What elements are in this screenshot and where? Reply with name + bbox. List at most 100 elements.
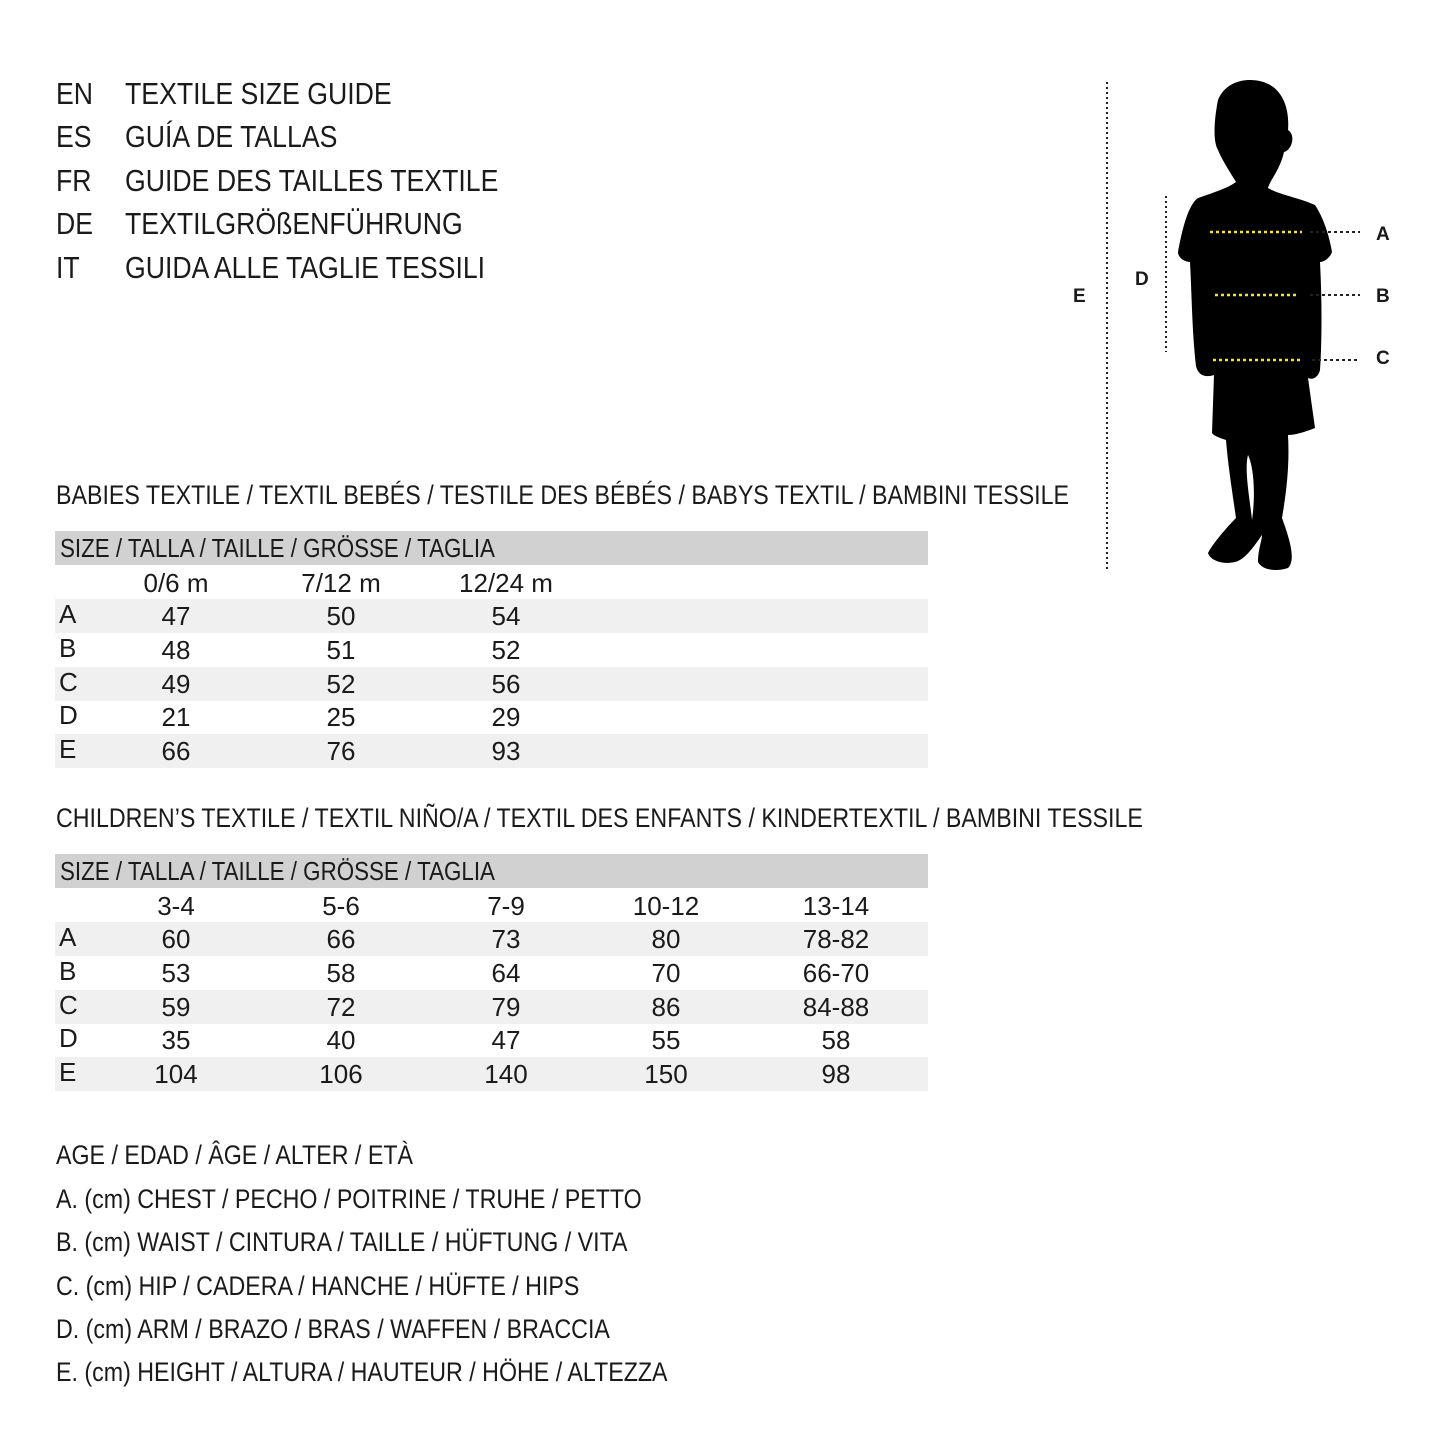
lang-code-es: ES — [56, 119, 92, 154]
table-cell: 50 — [326, 601, 356, 631]
legend-age: AGE / EDAD / ÂGE / ALTER / ETÀ — [56, 1140, 414, 1170]
table-cell: 40 — [326, 1025, 356, 1056]
table-row: D 35 40 47 55 58 — [55, 1023, 928, 1057]
label-b: B — [1376, 286, 1390, 307]
table-row: C 59 72 79 86 84-88 — [55, 989, 928, 1024]
legend-waist: B. (cm) WAIST / CINTURA / TAILLE / HÜFTU… — [56, 1227, 628, 1257]
table-cell: 73 — [491, 924, 521, 954]
table-cell: 56 — [491, 668, 521, 699]
child-measurement-figure: A B C D E — [1073, 80, 1390, 572]
column-header: 10-12 — [632, 891, 700, 921]
table-cell: 78-82 — [802, 924, 870, 954]
title-fr: GUIDE DES TAILLES TEXTILE — [125, 163, 499, 198]
table-cell: 106 — [319, 1059, 363, 1090]
row-label: A — [59, 599, 77, 629]
children-size-header: SIZE / TALLA / TAILLE / GRÖSSE / TAGLIA — [55, 854, 928, 888]
table-cell: 84-88 — [802, 991, 870, 1022]
table-cell: 35 — [161, 1025, 191, 1056]
table-cell: 47 — [491, 1025, 521, 1056]
row-label: E — [59, 734, 77, 765]
title-es: GUÍA DE TALLAS — [125, 119, 338, 154]
table-cell: 79 — [491, 991, 521, 1022]
table-cell: 49 — [161, 668, 191, 699]
title-it: GUIDA ALLE TAGLIE TESSILI — [125, 250, 486, 285]
row-label: D — [59, 1023, 78, 1054]
row-label: A — [59, 922, 77, 952]
babies-heading: BABIES TEXTILE / TEXTIL BEBÉS / TESTILE … — [56, 480, 1070, 510]
row-label: C — [59, 666, 78, 697]
table-row: D 21 25 29 — [55, 700, 928, 734]
lang-code-it: IT — [56, 250, 80, 285]
table-cell: 86 — [651, 991, 681, 1022]
table-row: A 60 66 73 80 78-82 — [55, 922, 928, 956]
table-cell: 64 — [491, 957, 521, 988]
table-cell: 98 — [821, 1059, 851, 1090]
column-header: 13-14 — [802, 891, 870, 921]
table-cell: 29 — [491, 702, 521, 733]
column-header: 0/6 m — [143, 568, 209, 598]
table-cell: 54 — [491, 601, 521, 631]
table-cell: 150 — [644, 1059, 688, 1090]
lang-code-de: DE — [56, 206, 94, 241]
column-header: 7-9 — [487, 891, 525, 921]
table-cell: 80 — [651, 924, 681, 954]
label-d: D — [1135, 269, 1149, 290]
table-cell: 52 — [326, 668, 356, 699]
label-c: C — [1376, 348, 1390, 369]
table-row: E 66 76 93 — [55, 734, 928, 769]
table-cell: 53 — [161, 957, 191, 988]
table-row: B 48 51 52 — [55, 633, 928, 667]
row-label: D — [59, 700, 78, 731]
table-cell: 60 — [161, 924, 191, 954]
children-heading: CHILDREN’S TEXTILE / TEXTIL NIÑO/A / TEX… — [56, 803, 1143, 833]
column-header: 12/24 m — [459, 568, 553, 598]
row-label: B — [59, 632, 77, 663]
table-cell: 55 — [651, 1025, 681, 1056]
table-row: E 104 106 140 150 98 — [55, 1057, 928, 1092]
row-label: C — [59, 989, 78, 1020]
table-cell: 59 — [161, 991, 191, 1022]
table-row: B 53 58 64 70 66-70 — [55, 956, 928, 990]
babies-column-header-row: 0/6 m 7/12 m 12/24 m — [55, 566, 928, 600]
leg-gap — [1246, 455, 1254, 520]
table-cell: 52 — [491, 634, 521, 665]
title-de: TEXTILGRÖßENFÜHRUNG — [125, 206, 463, 241]
table-cell: 58 — [326, 957, 356, 988]
table-cell: 66-70 — [802, 957, 870, 988]
table-cell: 47 — [161, 601, 191, 631]
table-cell: 140 — [484, 1059, 528, 1090]
table-cell: 58 — [821, 1025, 851, 1056]
legend-chest: A. (cm) CHEST / PECHO / POITRINE / TRUHE… — [56, 1184, 642, 1214]
children-column-header-row: 3-4 5-6 7-9 10-12 13-14 — [55, 889, 928, 923]
legend-hip: C. (cm) HIP / CADERA / HANCHE / HÜFTE / … — [56, 1271, 580, 1301]
table-cell: 72 — [326, 991, 356, 1022]
table-cell: 21 — [161, 702, 191, 733]
child-silhouette — [1178, 80, 1332, 570]
table-cell: 104 — [154, 1059, 198, 1090]
label-a: A — [1376, 224, 1390, 245]
lang-code-fr: FR — [56, 163, 92, 198]
table-cell: 66 — [326, 924, 356, 954]
column-header: 5-6 — [322, 891, 360, 921]
table-cell: 48 — [161, 634, 191, 665]
table-cell: 51 — [326, 634, 356, 665]
table-cell: 76 — [326, 736, 356, 767]
size-header-label: SIZE / TALLA / TAILLE / GRÖSSE / TAGLIA — [60, 856, 495, 886]
column-header: 3-4 — [157, 891, 195, 921]
table-row: C 49 52 56 — [55, 666, 928, 701]
row-label: E — [59, 1057, 77, 1088]
legend-arm: D. (cm) ARM / BRAZO / BRAS / WAFFEN / BR… — [56, 1314, 610, 1344]
label-e: E — [1073, 286, 1086, 307]
legend-height: E. (cm) HEIGHT / ALTURA / HAUTEUR / HÖHE… — [56, 1357, 668, 1387]
table-cell: 70 — [651, 957, 681, 988]
table-cell: 66 — [161, 736, 191, 767]
lang-code-en: EN — [56, 76, 94, 111]
table-cell: 93 — [491, 736, 521, 767]
babies-size-header: SIZE / TALLA / TAILLE / GRÖSSE / TAGLIA — [55, 531, 928, 565]
table-cell: 25 — [326, 702, 356, 733]
size-header-label: SIZE / TALLA / TAILLE / GRÖSSE / TAGLIA — [60, 533, 495, 563]
title-en: TEXTILE SIZE GUIDE — [125, 76, 392, 111]
table-row: A 47 50 54 — [55, 599, 928, 633]
column-header: 7/12 m — [301, 568, 381, 598]
row-label: B — [59, 955, 77, 986]
